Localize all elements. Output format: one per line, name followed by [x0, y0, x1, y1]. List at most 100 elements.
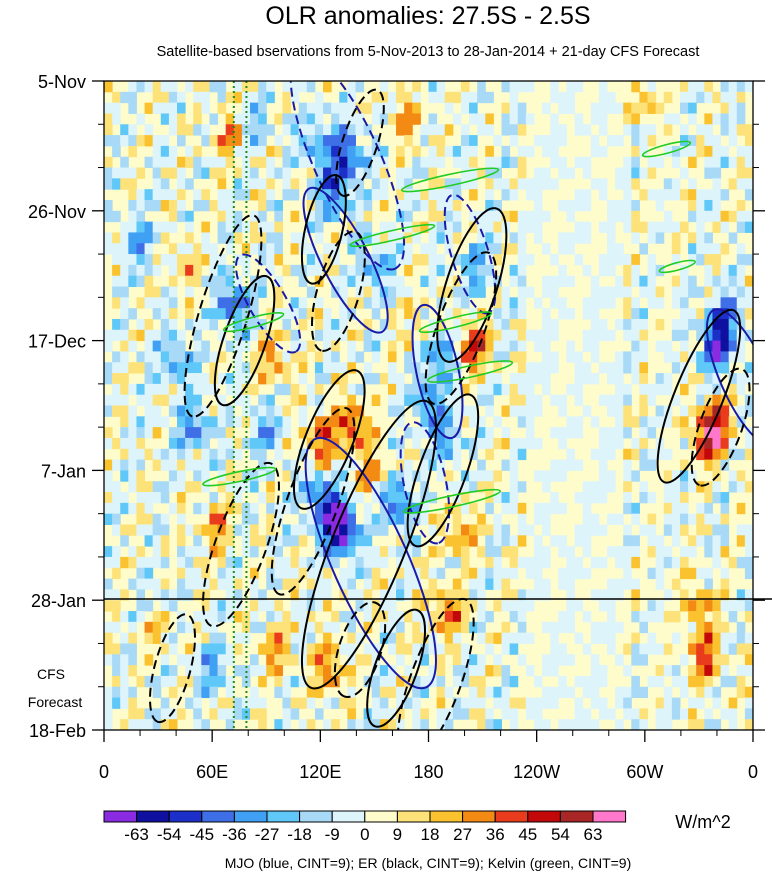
anomaly-cell — [728, 437, 738, 450]
anomaly-cell — [679, 708, 689, 720]
anomaly-cell — [420, 611, 429, 623]
anomaly-cell — [144, 405, 154, 417]
anomaly-cell — [598, 286, 608, 298]
anomaly-cell — [655, 567, 665, 580]
anomaly-cell — [485, 427, 494, 439]
anomaly-cell — [347, 405, 356, 417]
colorbar-swatch — [396, 810, 431, 823]
anomaly-cell — [233, 329, 243, 342]
colorbar: -63 -54 -45 -36 -27 -18 -9 0 9 18 27 36 45 54 63 — [103, 810, 627, 844]
anomaly-cell — [120, 632, 129, 644]
anomaly-cell — [274, 275, 283, 288]
anomaly-cell — [712, 91, 722, 104]
anomaly-cell — [112, 167, 121, 179]
anomaly-cell — [477, 113, 486, 125]
anomaly-cell — [160, 719, 170, 730]
anomaly-cell — [436, 145, 446, 158]
anomaly-cell — [168, 632, 178, 644]
anomaly-cell — [160, 481, 170, 493]
anomaly-cell — [168, 362, 178, 374]
anomaly-cell — [420, 254, 429, 266]
anomaly-cell — [696, 654, 705, 666]
anomaly-cell — [720, 308, 730, 320]
anomaly-cell — [250, 621, 259, 634]
anomaly-cell — [558, 297, 567, 309]
anomaly-cell — [177, 448, 186, 461]
anomaly-cell — [298, 448, 308, 461]
anomaly-cell — [396, 394, 405, 406]
anomaly-cell — [428, 492, 438, 504]
anomaly-cell — [177, 675, 186, 688]
anomaly-cell — [347, 275, 356, 288]
anomaly-cell — [412, 340, 421, 352]
anomaly-cell — [144, 221, 154, 233]
anomaly-cell — [209, 459, 219, 471]
anomaly-cell — [501, 697, 511, 709]
anomaly-cell — [250, 502, 259, 515]
anomaly-cell — [274, 199, 283, 212]
anomaly-cell — [542, 286, 551, 298]
anomaly-cell — [736, 308, 746, 320]
anomaly-cell — [112, 675, 121, 688]
anomaly-cell — [493, 719, 503, 730]
anomaly-cell — [493, 232, 503, 244]
anomaly-cell — [217, 567, 227, 580]
anomaly-cell — [241, 535, 251, 547]
anomaly-cell — [404, 665, 413, 677]
anomaly-cell — [720, 643, 730, 655]
anomaly-cell — [704, 437, 713, 450]
anomaly-cell — [347, 189, 356, 201]
anomaly-cell — [177, 113, 186, 125]
anomaly-cell — [712, 329, 722, 342]
anomaly-cell — [282, 578, 292, 590]
anomaly-cell — [744, 81, 753, 93]
anomaly-cell — [217, 459, 227, 471]
anomaly-cell — [258, 373, 267, 385]
anomaly-cell — [152, 492, 162, 504]
anomaly-cell — [736, 600, 746, 612]
anomaly-cell — [209, 113, 219, 125]
anomaly-cell — [371, 373, 381, 385]
anomaly-cell — [217, 481, 227, 493]
anomaly-cell — [744, 600, 753, 612]
anomaly-cell — [428, 524, 438, 536]
anomaly-cell — [712, 697, 722, 709]
anomaly-cell — [452, 632, 462, 644]
anomaly-cell — [177, 383, 186, 396]
anomaly-cell — [120, 448, 129, 461]
anomaly-cell — [574, 383, 584, 396]
anomaly-cell — [120, 124, 129, 136]
anomaly-cell — [550, 178, 559, 190]
anomaly-cell — [168, 686, 178, 699]
anomaly-cell — [566, 232, 576, 244]
anomaly-cell — [696, 665, 705, 677]
anomaly-cell — [558, 459, 567, 471]
anomaly-cell — [744, 611, 753, 623]
anomaly-cell — [615, 697, 624, 709]
anomaly-cell — [712, 643, 722, 655]
anomaly-cell — [574, 567, 584, 580]
anomaly-cell — [112, 611, 121, 623]
anomaly-cell — [120, 91, 129, 104]
anomaly-cell — [582, 481, 592, 493]
anomaly-cell — [323, 632, 332, 644]
anomaly-cell — [306, 697, 316, 709]
anomaly-cell — [266, 481, 275, 493]
anomaly-cell — [679, 308, 689, 320]
anomaly-cell — [615, 621, 624, 634]
er-contour — [149, 613, 196, 724]
anomaly-cell — [290, 643, 300, 655]
anomaly-cell — [477, 524, 486, 536]
anomaly-cell — [412, 708, 421, 720]
anomaly-cell — [209, 643, 219, 655]
anomaly-cell — [290, 567, 300, 580]
anomaly-cell — [355, 264, 365, 277]
anomaly-cell — [193, 362, 202, 374]
anomaly-cell — [266, 199, 275, 212]
anomaly-cell — [347, 665, 356, 677]
anomaly-cell — [744, 481, 753, 493]
anomaly-cell — [509, 481, 519, 493]
anomaly-cell — [193, 675, 202, 688]
anomaly-cell — [460, 708, 470, 720]
anomaly-cell — [428, 340, 438, 352]
